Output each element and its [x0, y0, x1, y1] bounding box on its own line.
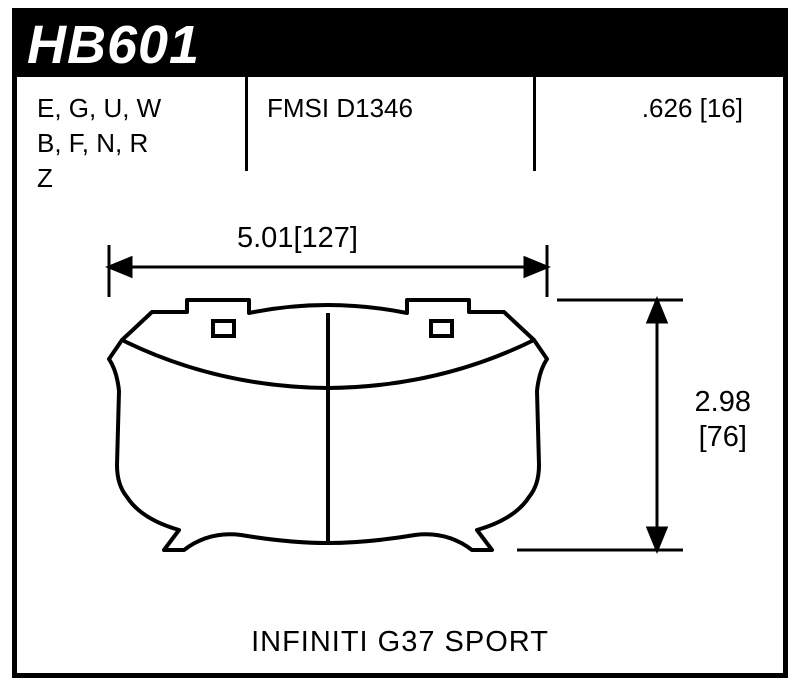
width-inches: 5.01 — [237, 222, 293, 254]
mounting-hole-right — [431, 321, 452, 336]
compound-line: Z — [37, 161, 229, 196]
divider — [245, 77, 248, 171]
thickness-spec: .626 [16] — [535, 77, 783, 195]
brake-pad-diagram — [17, 195, 783, 673]
part-number: HB601 — [27, 14, 200, 76]
fmsi-code: FMSI D1346 — [247, 77, 535, 195]
spec-sheet-frame: HB601 E, G, U, W B, F, N, R Z FMSI D1346… — [12, 8, 788, 678]
diagram-area: 5.01[127] 2.98 [76] INFINITI G37 SPORT — [17, 195, 783, 673]
width-label: 5.01[127] — [237, 222, 358, 255]
product-label: INFINITI G37 SPORT — [17, 626, 783, 659]
pad-curve-left — [122, 340, 328, 388]
compound-line: B, F, N, R — [37, 126, 229, 161]
title-bar: HB601 — [17, 13, 783, 77]
compound-codes: E, G, U, W B, F, N, R Z — [17, 77, 247, 195]
height-mm: [76] — [695, 420, 751, 455]
height-dimension — [517, 300, 683, 550]
height-label: 2.98 [76] — [695, 385, 751, 455]
pad-curve-right — [328, 340, 534, 388]
divider — [533, 77, 536, 171]
compound-line: E, G, U, W — [37, 91, 229, 126]
width-mm: [127] — [293, 222, 358, 254]
info-row: E, G, U, W B, F, N, R Z FMSI D1346 .626 … — [17, 77, 783, 195]
mounting-hole-left — [213, 321, 234, 336]
height-inches: 2.98 — [695, 385, 751, 420]
